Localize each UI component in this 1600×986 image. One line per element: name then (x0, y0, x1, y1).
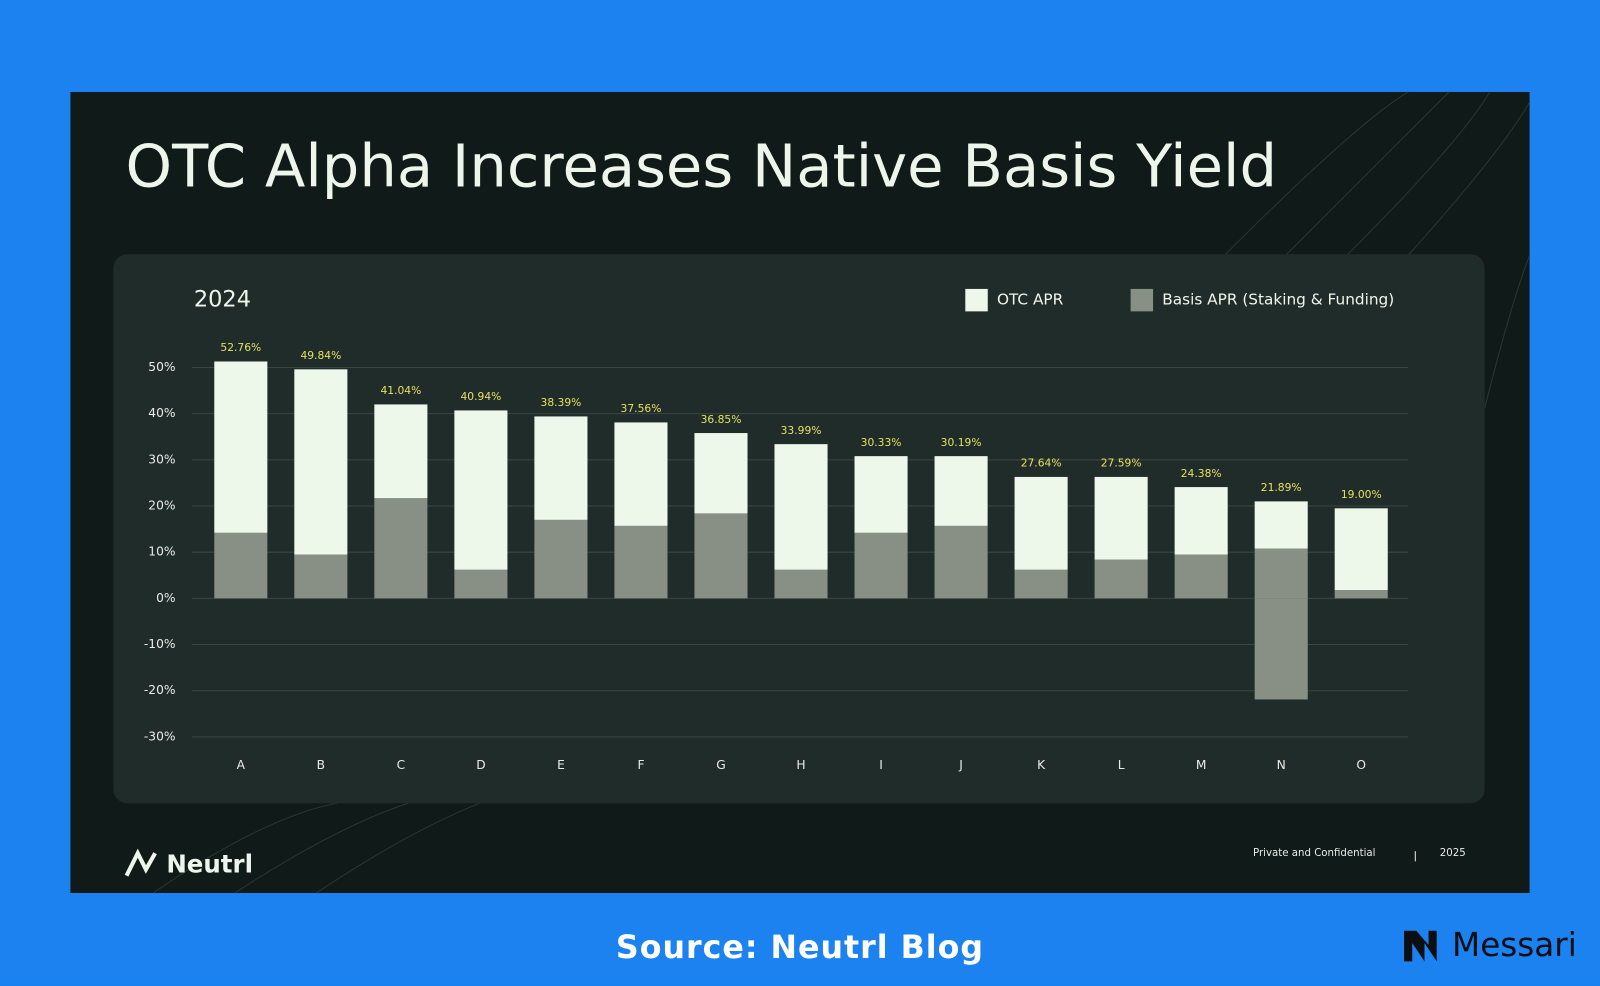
decor-lines (152, 91, 1531, 894)
brand-mark (1404, 930, 1437, 962)
bar-segment (1014, 569, 1068, 599)
x-tick-label: F (637, 758, 644, 772)
x-tick-label: B (317, 758, 325, 772)
bar-segment (454, 410, 508, 570)
legend-swatch (965, 288, 988, 312)
legend-label: Basis APR (Staking & Funding) (1162, 291, 1394, 309)
bar-segment (774, 444, 828, 570)
bar-segment (694, 433, 748, 514)
x-tick-label: N (1277, 758, 1286, 772)
data-label: 49.84% (300, 349, 341, 362)
bar-segment (934, 456, 988, 526)
bar-segment (1254, 501, 1308, 549)
x-tick-label: C (397, 758, 406, 772)
data-label: 38.39% (541, 396, 582, 409)
y-tick-label: -30% (144, 729, 176, 743)
x-tick-label: I (879, 758, 883, 772)
x-tick-label: D (476, 758, 485, 772)
bar-segment (534, 416, 588, 520)
logo-mark (124, 848, 157, 877)
bar-segment (854, 532, 908, 599)
data-label: 19.00% (1341, 488, 1382, 501)
x-tick-label: J (958, 758, 963, 772)
bar-segment-negative (1254, 598, 1308, 700)
y-tick-label: 40% (148, 406, 175, 420)
bar-segment (934, 525, 988, 599)
x-tick-label: H (796, 758, 805, 772)
bar-segment (614, 422, 668, 526)
bar-segment (774, 569, 828, 599)
x-tick-label: E (557, 758, 565, 772)
bar-segment (694, 513, 748, 599)
bar-segment (214, 532, 268, 599)
bar-segment (1334, 508, 1388, 591)
data-label: 21.89% (1261, 481, 1302, 494)
bar-segment (1094, 559, 1148, 599)
y-tick-label: 20% (148, 499, 175, 513)
x-tick-label: G (716, 758, 725, 772)
y-tick-label: -20% (144, 683, 176, 697)
data-label: 30.33% (861, 436, 902, 449)
y-tick-label: 10% (148, 545, 175, 559)
x-tick-label: A (237, 758, 246, 772)
bar-segment (1254, 548, 1308, 599)
data-label: 24.38% (1181, 467, 1222, 480)
slide-title: OTC Alpha Increases Native Basis Yield (126, 132, 1278, 201)
bar-segment (1014, 476, 1068, 570)
bar-segment (1334, 590, 1388, 599)
x-tick-label: L (1118, 758, 1125, 772)
y-tick-label: -10% (144, 637, 176, 651)
data-label: 41.04% (380, 384, 421, 397)
bar-segment (454, 569, 508, 599)
legend-swatch (1130, 288, 1154, 312)
data-label: 27.64% (1021, 457, 1062, 470)
bar-segment (534, 519, 588, 599)
bar-segment (374, 498, 428, 599)
data-label: 37.56% (621, 402, 662, 415)
bar-segment (294, 554, 348, 599)
x-tick-label: O (1356, 758, 1366, 772)
bar-segment (614, 525, 668, 599)
x-tick-label: M (1196, 758, 1207, 772)
footer-year: 2025 (1440, 848, 1466, 859)
footer-text: Private and Confidential (1253, 848, 1375, 859)
bar-segment (854, 456, 908, 533)
data-label: 27.59% (1101, 457, 1142, 470)
bar-segment (374, 404, 428, 499)
y-tick-label: 30% (148, 452, 175, 466)
x-tick-label: K (1037, 758, 1046, 772)
data-label: 40.94% (460, 390, 501, 403)
bar-segment (294, 369, 348, 555)
data-label: 52.76% (220, 341, 261, 354)
bar-segment (1174, 554, 1228, 599)
chart-subtitle: 2024 (194, 287, 251, 313)
source-caption: Source: Neutrl Blog (616, 930, 984, 966)
bar-segment (1174, 487, 1228, 555)
data-label: 30.19% (941, 436, 982, 449)
logo-text: Neutrl (166, 849, 253, 878)
y-tick-label: 50% (148, 360, 175, 374)
data-label: 33.99% (781, 424, 822, 437)
bar-segment (1094, 476, 1148, 560)
bar-segment (214, 361, 268, 533)
data-label: 36.85% (701, 413, 742, 426)
plot: -30% -20% -10% 0% 10% 20% 30% 40% 50% A 52.76% B 49.… (144, 288, 1409, 772)
legend-label: OTC APR (997, 291, 1064, 309)
y-tick-label: 0% (156, 591, 175, 605)
brand-text: Messari (1452, 926, 1577, 964)
